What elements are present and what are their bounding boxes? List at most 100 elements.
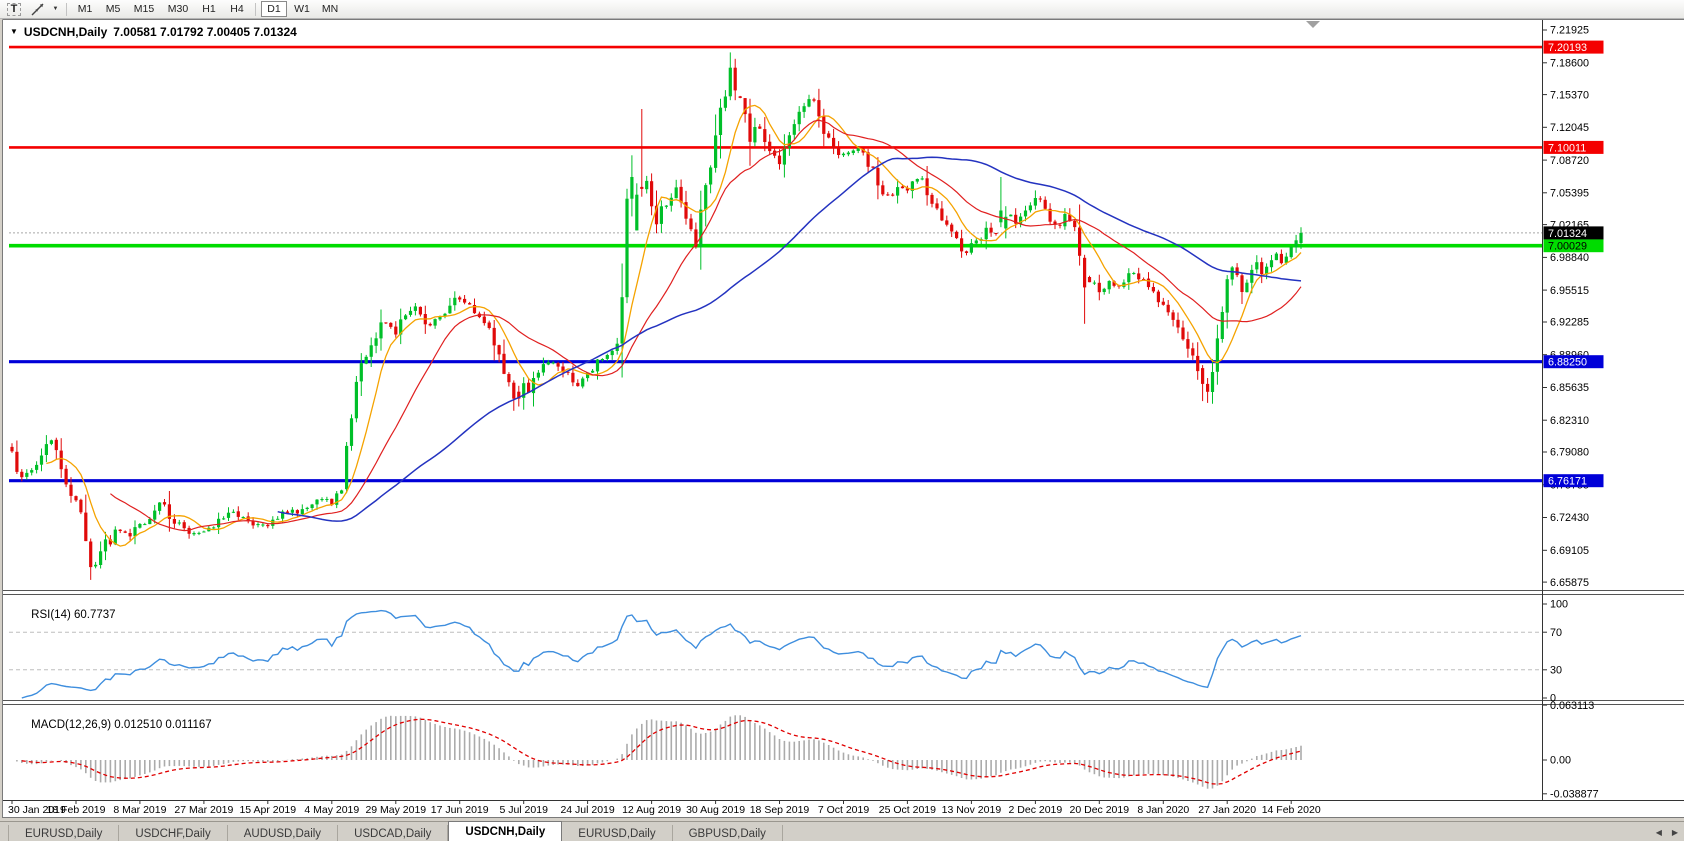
tab-usdcnh-daily[interactable]: USDCNH,Daily — [448, 821, 563, 841]
macd-value: 0.012510 0.011167 — [114, 719, 212, 731]
svg-text:12 Aug 2019: 12 Aug 2019 — [622, 804, 681, 816]
svg-text:4 May 2019: 4 May 2019 — [304, 804, 359, 816]
svg-text:7.18600: 7.18600 — [1550, 58, 1589, 70]
tab-audusd-daily[interactable]: AUDUSD,Daily — [227, 825, 339, 841]
svg-text:29 May 2019: 29 May 2019 — [365, 804, 426, 816]
svg-text:0.00: 0.00 — [1550, 755, 1571, 767]
chart-symbol-period: USDCNH,Daily — [23, 25, 108, 39]
svg-text:100: 100 — [1550, 599, 1568, 611]
svg-text:6.92285: 6.92285 — [1550, 317, 1589, 329]
svg-text:18 Feb 2019: 18 Feb 2019 — [47, 804, 106, 816]
svg-text:7 Oct 2019: 7 Oct 2019 — [818, 804, 870, 816]
svg-text:13 Nov 2019: 13 Nov 2019 — [942, 804, 1002, 816]
toolbar-separator — [66, 2, 67, 16]
svg-text:6.69105: 6.69105 — [1550, 545, 1589, 557]
rsi-axis[interactable]: 100 70 30 0 — [1542, 599, 1569, 705]
axis-label-6.88250: 6.88250 — [1543, 355, 1604, 369]
svg-text:30 Aug 2019: 30 Aug 2019 — [686, 804, 745, 816]
svg-text:8 Mar 2019: 8 Mar 2019 — [113, 804, 166, 816]
svg-text:-0.038877: -0.038877 — [1550, 789, 1599, 801]
axis-label-7.10011: 7.10011 — [1543, 140, 1604, 154]
svg-text:17 Jun 2019: 17 Jun 2019 — [431, 804, 489, 816]
macd-axis[interactable]: 0.063113 0.00 -0.038877 — [1542, 700, 1599, 801]
timeframe-d1-button[interactable]: D1 — [261, 1, 287, 17]
tab-gbpusd-daily[interactable]: GBPUSD,Daily — [672, 825, 783, 841]
timeframe-h4-button[interactable]: H4 — [230, 3, 244, 15]
svg-text:18 Sep 2019: 18 Sep 2019 — [750, 804, 810, 816]
svg-text:8 Jan 2020: 8 Jan 2020 — [1137, 804, 1189, 816]
tab-scroll-right-icon[interactable]: ▶ — [1671, 827, 1678, 837]
svg-text:7.00029: 7.00029 — [1548, 241, 1587, 253]
rsi-indicator-label: RSI(14) 60.7737 — [12, 597, 116, 633]
text-tool-button[interactable]: T — [4, 1, 24, 17]
svg-text:7.01324: 7.01324 — [1548, 228, 1587, 240]
chevron-down-icon: ▼ — [52, 6, 59, 12]
svg-text:25 Oct 2019: 25 Oct 2019 — [879, 804, 936, 816]
svg-text:0: 0 — [1550, 693, 1556, 705]
candlestick-series — [10, 52, 1303, 580]
tab-eurusd-daily-2[interactable]: EURUSD,Daily — [562, 825, 673, 841]
svg-text:6.88250: 6.88250 — [1548, 357, 1587, 369]
timeframe-m15-button[interactable]: M15 — [133, 3, 155, 15]
toolbar-separator — [255, 2, 256, 16]
timeframe-m5-button[interactable]: M5 — [105, 3, 121, 15]
timeframe-m30-button[interactable]: M30 — [167, 3, 189, 15]
svg-text:15 Apr 2019: 15 Apr 2019 — [239, 804, 296, 816]
svg-text:6.82310: 6.82310 — [1550, 415, 1589, 427]
axis-label-7.00029: 7.00029 — [1543, 239, 1604, 253]
svg-text:27 Jan 2020: 27 Jan 2020 — [1198, 804, 1256, 816]
moving-average-8 — [46, 104, 1302, 547]
svg-text:6.98840: 6.98840 — [1550, 252, 1589, 264]
svg-text:6.95515: 6.95515 — [1550, 285, 1589, 297]
title-caret-icon: ▼ — [10, 26, 18, 36]
svg-text:30: 30 — [1550, 665, 1562, 677]
timeframe-m1-button[interactable]: M1 — [77, 3, 93, 15]
svg-text:20 Dec 2019: 20 Dec 2019 — [1070, 804, 1130, 816]
svg-text:7.20193: 7.20193 — [1548, 42, 1587, 54]
svg-text:7.05395: 7.05395 — [1550, 188, 1589, 200]
timeframe-h1-button[interactable]: H1 — [202, 3, 216, 15]
moving-average-21 — [110, 119, 1302, 532]
svg-text:7.10011: 7.10011 — [1548, 142, 1586, 154]
svg-text:24 Jul 2019: 24 Jul 2019 — [560, 804, 614, 816]
chart-title: ▼ USDCNH,Daily 7.00581 7.01792 7.00405 7… — [10, 25, 297, 39]
axis-label-7.20193: 7.20193 — [1543, 40, 1604, 54]
moving-average-55 — [277, 156, 1302, 522]
toolbar: T ▼ M1 M5 M15 M30 H1 H4 D1 W1 MN — [0, 0, 1684, 19]
tab-usdcad-daily[interactable]: USDCAD,Daily — [338, 825, 449, 841]
chart-background — [2, 19, 1684, 818]
svg-text:70: 70 — [1550, 627, 1562, 639]
chart-tab-bar: EURUSD,Daily USDCHF,Daily AUDUSD,Daily U… — [0, 821, 1684, 841]
svg-text:6.85635: 6.85635 — [1550, 382, 1589, 394]
macd-histogram — [16, 715, 1302, 789]
timeframe-w1-button[interactable]: W1 — [294, 3, 310, 15]
price-chart-canvas[interactable]: 7.21925 7.18600 7.15370 7.12045 7.08720 7.053… — [0, 0, 1684, 821]
tab-usdchf-daily[interactable]: USDCHF,Daily — [119, 825, 228, 841]
cursor-arrows-icon — [31, 3, 43, 15]
timeframe-mn-button[interactable]: MN — [321, 3, 339, 15]
cursor-tools-button[interactable] — [26, 1, 48, 17]
text-tool-icon: T — [6, 2, 22, 16]
rsi-value: 60.7737 — [74, 609, 116, 621]
tab-scroll-left-icon[interactable]: ◀ — [1655, 827, 1662, 837]
svg-text:0.063113: 0.063113 — [1550, 700, 1594, 712]
tab-eurusd-daily-1[interactable]: EURUSD,Daily — [8, 825, 120, 841]
svg-text:5 Jul 2019: 5 Jul 2019 — [499, 804, 548, 816]
svg-text:14 Feb 2020: 14 Feb 2020 — [1262, 804, 1321, 816]
svg-text:7.21925: 7.21925 — [1550, 25, 1589, 37]
cursor-tools-dropdown[interactable]: ▼ — [50, 1, 61, 17]
svg-text:6.76171: 6.76171 — [1548, 476, 1587, 488]
scroll-to-end-icon[interactable] — [1306, 21, 1320, 28]
macd-signal-line — [21, 718, 1302, 785]
axis-label-6.76171: 6.76171 — [1543, 474, 1604, 488]
macd-indicator-label: MACD(12,26,9) 0.012510 0.011167 — [12, 707, 212, 743]
chart-window[interactable]: 7.21925 7.18600 7.15370 7.12045 7.08720 7.053… — [0, 0, 1684, 821]
svg-text:6.65875: 6.65875 — [1550, 577, 1589, 589]
rsi-line — [21, 609, 1302, 699]
svg-text:27 Mar 2019: 27 Mar 2019 — [174, 804, 233, 816]
price-axis[interactable]: 7.21925 7.18600 7.15370 7.12045 7.08720 7.053… — [1542, 25, 1590, 589]
svg-text:7.15370: 7.15370 — [1550, 89, 1589, 101]
chart-ohlc-quote: 7.00581 7.01792 7.00405 7.01324 — [113, 25, 297, 39]
